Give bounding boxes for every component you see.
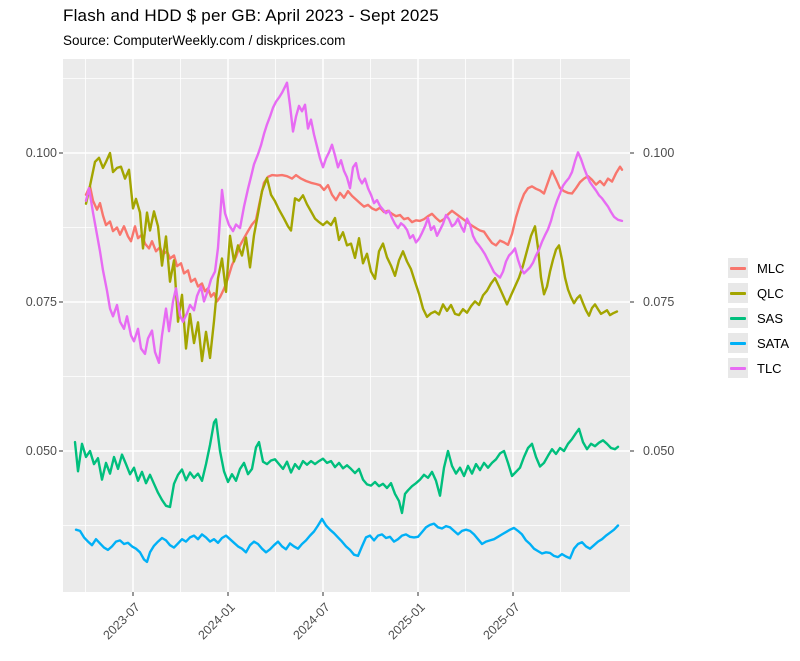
plot-panel bbox=[63, 59, 630, 592]
y-axis-label-left: 0.075 bbox=[25, 295, 57, 309]
series-line-tlc bbox=[84, 81, 624, 364]
legend-item-mlc: MLC bbox=[728, 258, 789, 278]
y-axis-label-left: 0.050 bbox=[25, 444, 57, 458]
chart-subtitle: Source: ComputerWeekly.com / diskprices.… bbox=[63, 33, 346, 48]
legend-label: SATA bbox=[757, 335, 790, 351]
legend-item-qlc: QLC bbox=[728, 283, 789, 303]
legend-line-icon bbox=[730, 266, 746, 270]
legend-item-sata: SATA bbox=[728, 333, 789, 353]
y-axis-label-right: 0.100 bbox=[643, 146, 675, 160]
legend-line-icon bbox=[730, 316, 746, 320]
legend-label: TLC bbox=[757, 360, 782, 376]
legend-key-swatch bbox=[728, 333, 748, 353]
legend-item-sas: SAS bbox=[728, 308, 789, 328]
legend-key-swatch bbox=[728, 283, 748, 303]
y-axis-label-left: 0.100 bbox=[25, 146, 57, 160]
legend-label: SAS bbox=[757, 310, 784, 326]
series-line-qlc bbox=[84, 151, 619, 363]
legend: MLC QLC SAS SATA TLC bbox=[728, 258, 789, 378]
legend-line-icon bbox=[730, 341, 746, 345]
legend-label: MLC bbox=[757, 260, 785, 276]
legend-item-tlc: TLC bbox=[728, 358, 789, 378]
y-axis-label-right: 0.075 bbox=[643, 295, 675, 309]
legend-line-icon bbox=[730, 291, 746, 295]
y-axis-label-right: 0.050 bbox=[643, 444, 675, 458]
legend-label: QLC bbox=[757, 285, 784, 301]
legend-key-swatch bbox=[728, 308, 748, 328]
series-line-sas bbox=[73, 418, 620, 515]
legend-key-swatch bbox=[728, 258, 748, 278]
legend-line-icon bbox=[730, 366, 746, 370]
series-line-sata bbox=[74, 517, 620, 564]
legend-key-swatch bbox=[728, 358, 748, 378]
chart-title: Flash and HDD $ per GB: April 2023 - Sep… bbox=[63, 6, 439, 25]
